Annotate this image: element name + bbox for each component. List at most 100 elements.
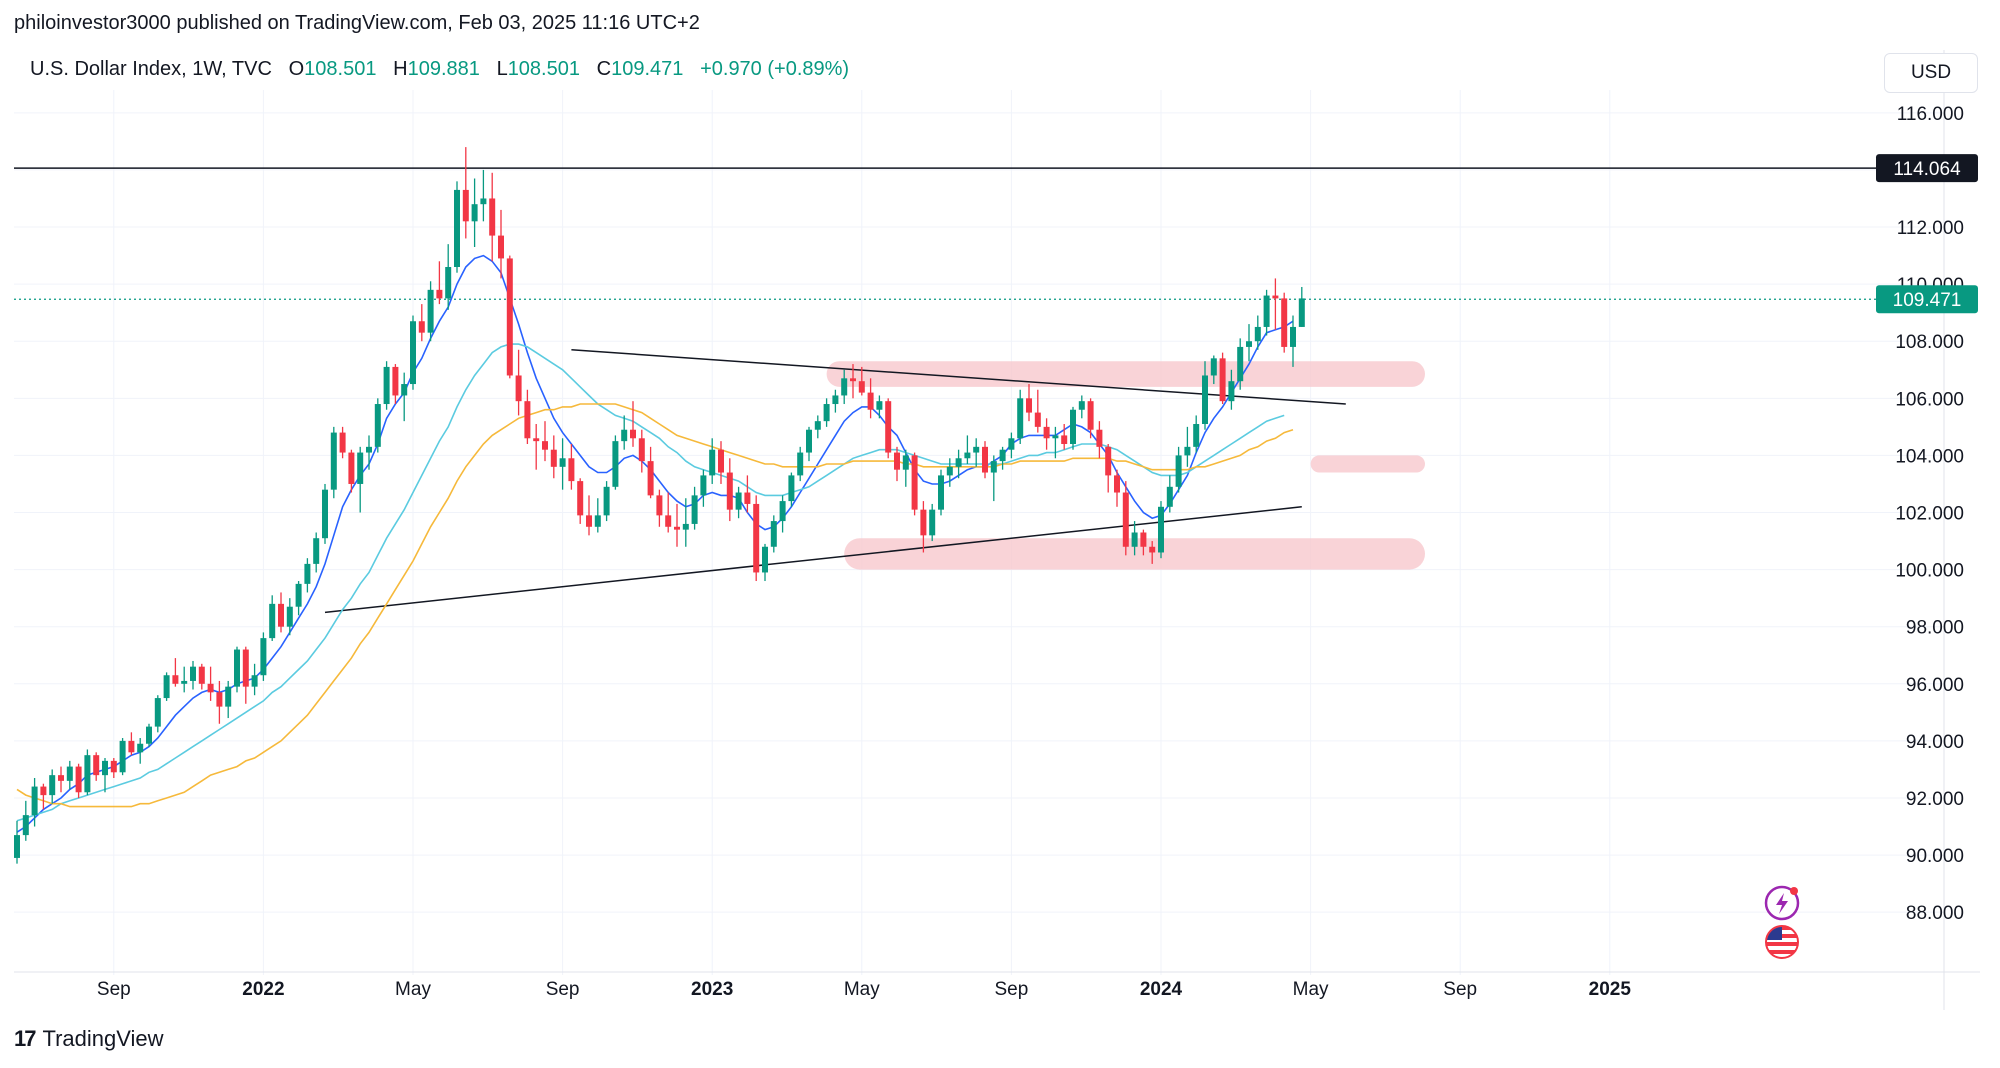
- candle: [1070, 406, 1076, 450]
- candle: [735, 486, 742, 519]
- support-resistance-zones: [826, 361, 1425, 570]
- candle-body: [1122, 492, 1129, 547]
- candle: [286, 598, 293, 636]
- candle: [1122, 481, 1129, 556]
- candle: [418, 304, 425, 342]
- candle: [1087, 398, 1094, 439]
- x-tick-label: May: [1293, 979, 1329, 1000]
- candle: [1140, 529, 1147, 556]
- candle: [295, 581, 302, 616]
- candle-body: [357, 452, 364, 484]
- candle-body: [1263, 295, 1270, 327]
- candle: [454, 181, 460, 273]
- symbol-name: U.S. Dollar Index, 1W, TVC: [30, 58, 272, 80]
- candle: [1131, 521, 1138, 556]
- candle: [445, 244, 452, 310]
- candle-body: [1228, 381, 1235, 402]
- candle-body: [339, 432, 346, 453]
- candle: [885, 398, 892, 459]
- candle-body: [726, 472, 733, 510]
- mid-zone: [1310, 455, 1425, 473]
- candle-body: [911, 455, 918, 510]
- candle-body: [946, 466, 953, 476]
- candle-body: [568, 458, 575, 482]
- bolt-icon[interactable]: [1764, 885, 1800, 921]
- candle-body: [1070, 409, 1076, 444]
- candle-body: [322, 489, 328, 539]
- price-chart[interactable]: 116.000114.000112.000110.000108.000106.0…: [14, 50, 1980, 1010]
- candle: [911, 452, 918, 516]
- footer-brand-label: TradingView: [42, 1026, 164, 1051]
- candle: [392, 364, 399, 405]
- candle-body: [612, 441, 619, 487]
- candle: [146, 723, 152, 747]
- candle-body: [656, 495, 663, 516]
- candle: [700, 469, 707, 507]
- y-tick-label: 92.000: [1906, 789, 1964, 810]
- candle: [1158, 501, 1164, 559]
- candle: [1105, 443, 1112, 493]
- candle-body: [1298, 298, 1305, 327]
- resistance-price-label: 114.064: [1893, 159, 1961, 180]
- candle: [436, 261, 443, 305]
- ema-slow-line: [16, 403, 1294, 808]
- candle-body: [1166, 486, 1173, 507]
- candle-body: [480, 198, 487, 205]
- candle: [154, 695, 161, 733]
- candle-body: [700, 475, 707, 496]
- candle-body: [172, 675, 179, 684]
- candle-body: [260, 638, 267, 676]
- candle: [84, 749, 91, 796]
- candle: [876, 395, 883, 419]
- candle: [498, 209, 504, 279]
- candle-body: [1043, 426, 1050, 439]
- candle: [638, 429, 645, 473]
- candle: [770, 515, 777, 553]
- candle: [550, 435, 557, 479]
- currency-button[interactable]: USD: [1884, 53, 1978, 93]
- x-tick-label: May: [844, 979, 880, 1000]
- x-tick-label: 2022: [242, 979, 284, 1000]
- x-tick-label: Sep: [546, 979, 580, 1000]
- candle-body: [1219, 358, 1226, 402]
- tradingview-logo-icon: 17: [14, 1026, 37, 1051]
- y-tick-label: 88.000: [1906, 903, 1964, 924]
- candle: [1096, 421, 1103, 459]
- candle-body: [621, 429, 628, 442]
- y-tick-label: 98.000: [1906, 618, 1964, 639]
- candle: [1149, 541, 1156, 564]
- candle: [955, 449, 962, 479]
- candle-body: [858, 381, 865, 393]
- y-tick-label: 100.000: [1895, 561, 1964, 582]
- candle: [603, 481, 610, 522]
- candle: [427, 281, 434, 342]
- candle: [744, 475, 751, 513]
- candle-body: [66, 766, 73, 781]
- candle: [313, 532, 320, 573]
- candle-body: [762, 546, 768, 573]
- candle-body: [955, 458, 962, 467]
- y-tick-label: 106.000: [1895, 389, 1964, 410]
- candle: [410, 315, 416, 390]
- candle: [14, 820, 20, 864]
- x-tick-label: 2025: [1589, 979, 1632, 1000]
- high-value: 109.881: [407, 58, 480, 80]
- candle: [480, 169, 487, 222]
- candle-body: [313, 538, 320, 564]
- candle-body: [577, 481, 584, 516]
- candle: [190, 660, 196, 690]
- y-tick-label: 104.000: [1895, 446, 1964, 467]
- candle: [902, 449, 909, 487]
- candle-body: [14, 835, 20, 858]
- candle-body: [990, 461, 997, 473]
- candle: [462, 147, 469, 239]
- candle-body: [753, 503, 760, 573]
- footer-brand[interactable]: 17 TradingView: [14, 1026, 164, 1052]
- candle-body: [1202, 375, 1208, 425]
- candle: [1193, 415, 1200, 453]
- candle: [242, 646, 249, 704]
- last-price-label: 109.471: [1893, 290, 1962, 311]
- candle: [841, 369, 848, 405]
- candle-body: [647, 461, 654, 496]
- us-flag-icon[interactable]: [1765, 925, 1799, 959]
